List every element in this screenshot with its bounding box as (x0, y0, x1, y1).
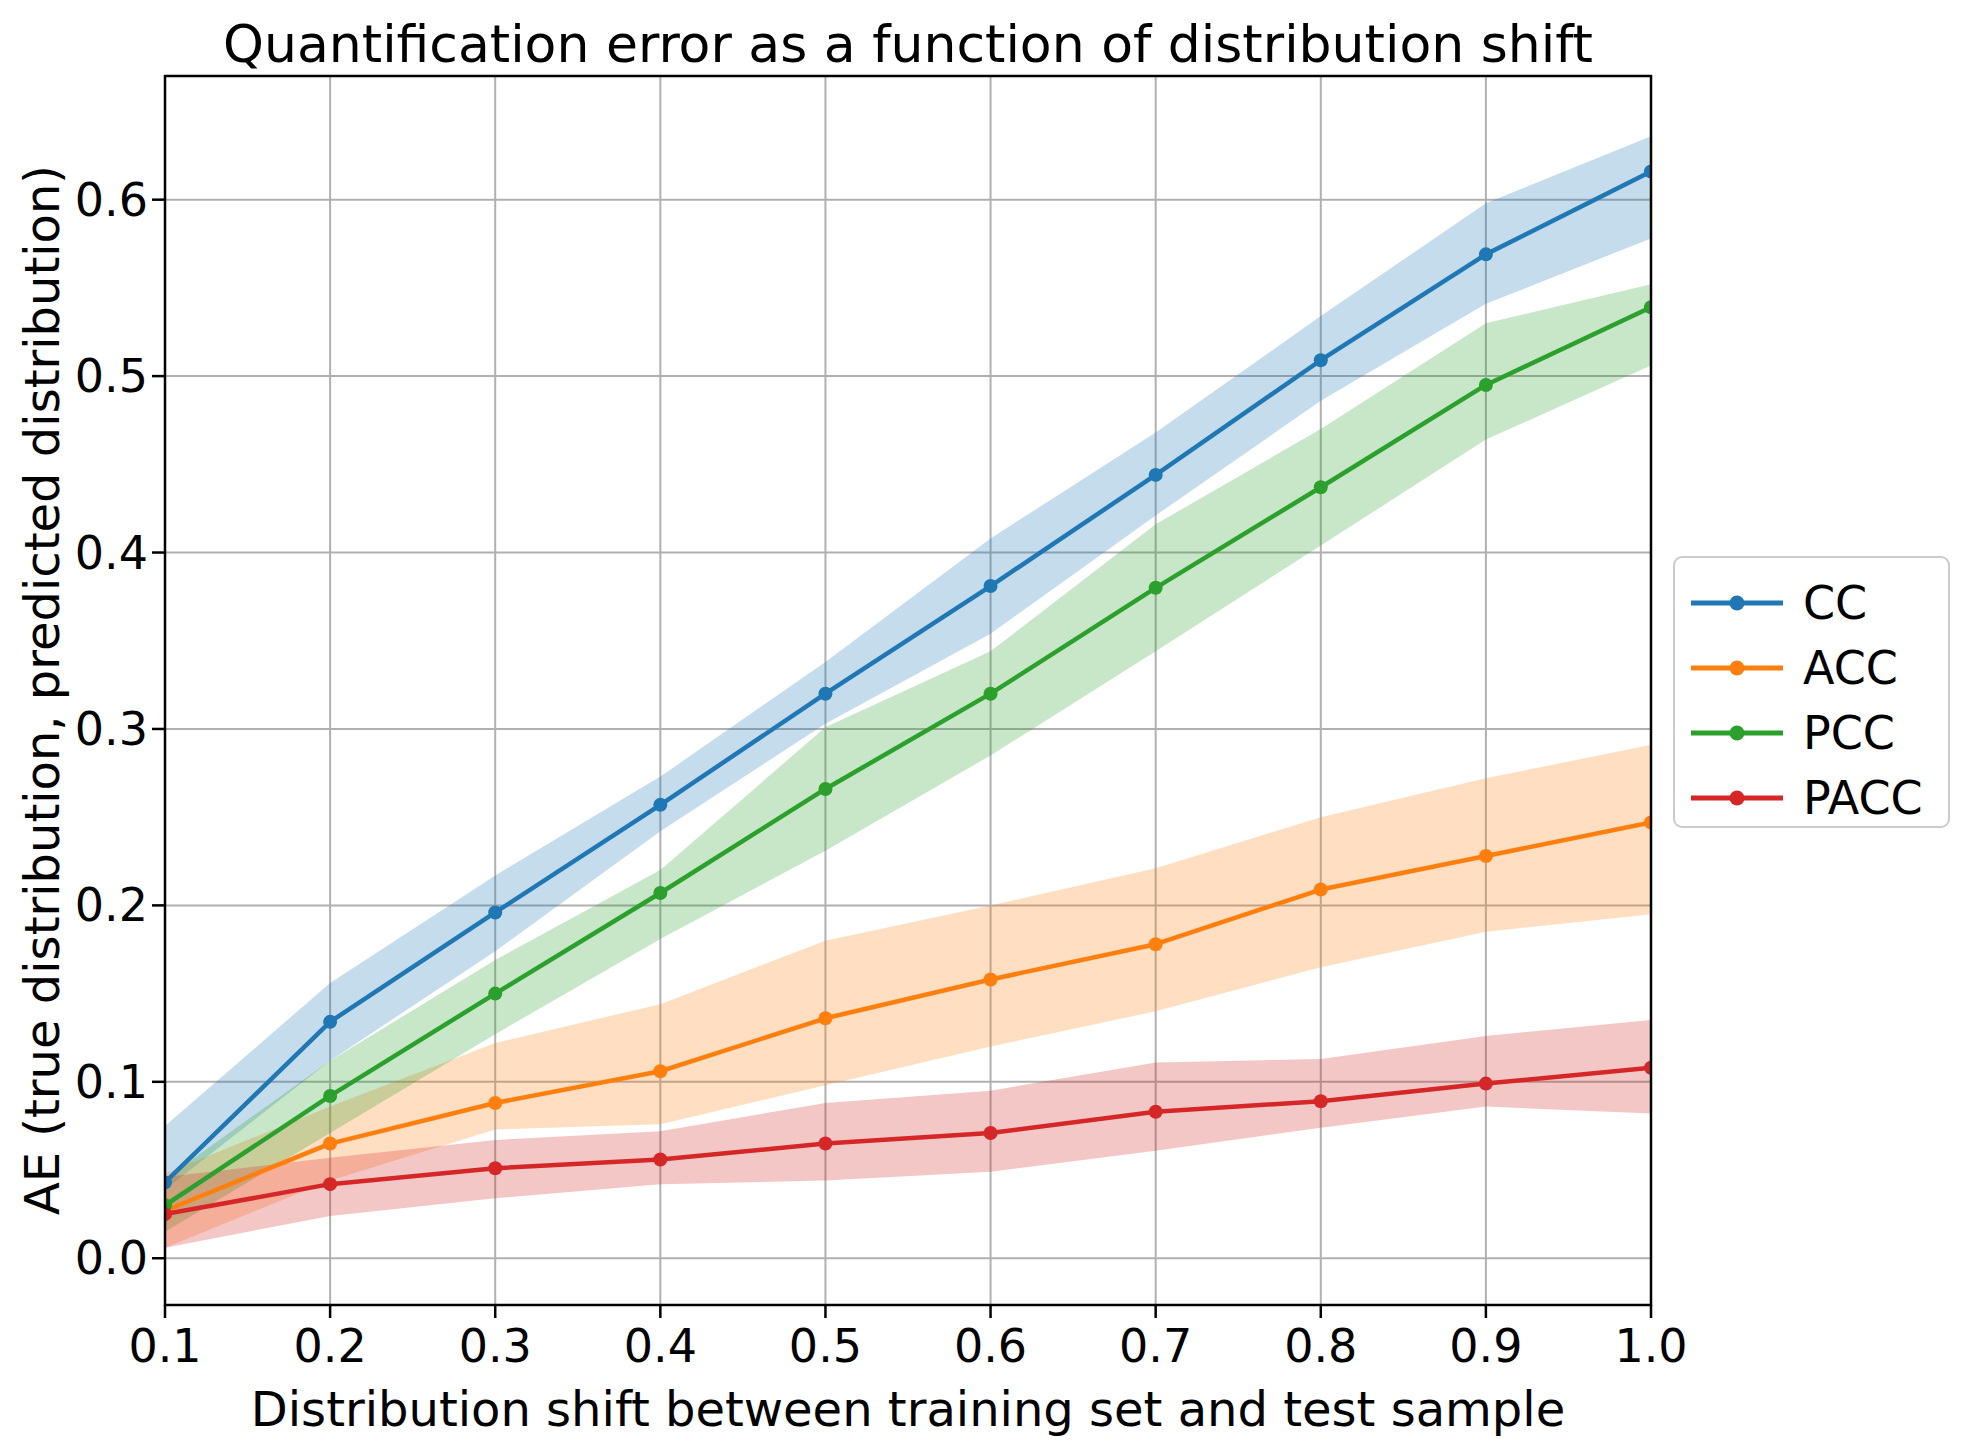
data-point-marker-CC (1314, 353, 1328, 367)
x-tick-label: 1.0 (1614, 1319, 1687, 1373)
x-tick-label: 0.2 (294, 1319, 367, 1373)
legend-marker-dot (1730, 660, 1745, 675)
data-point-marker-ACC (984, 972, 998, 986)
x-axis-label: Distribution shift between training set … (251, 1381, 1565, 1437)
legend-line-sample (1691, 593, 1783, 613)
data-point-marker-ACC (323, 1137, 337, 1151)
data-point-marker-PACC (818, 1137, 832, 1151)
data-point-marker-CC (818, 687, 832, 701)
data-point-marker-PACC (1314, 1094, 1328, 1108)
data-point-marker-ACC (653, 1064, 667, 1078)
data-point-marker-CC (323, 1015, 337, 1029)
x-tick-label: 0.4 (624, 1319, 697, 1373)
data-point-marker-PCC (1479, 378, 1493, 392)
data-point-marker-CC (488, 905, 502, 919)
figure: 0.1 0.2 0.3 0.4 0.5 0.6 0.7 0.8 0.9 1.0 0.0 0.1 0.2 0… (0, 0, 1969, 1446)
data-point-marker-PACC (488, 1161, 502, 1175)
x-tick-label: 0.5 (789, 1319, 862, 1373)
legend-marker-dot (1730, 790, 1745, 805)
legend-item-label: PCC (1803, 706, 1895, 760)
y-tick-label: 0.1 (75, 1055, 148, 1109)
x-tick-label: 0.6 (954, 1319, 1027, 1373)
y-tick-label: 0.2 (75, 878, 148, 932)
data-point-marker-CC (984, 579, 998, 593)
data-point-marker-ACC (1314, 883, 1328, 897)
legend-marker-dot (1730, 595, 1745, 610)
legend-item-label: ACC (1803, 641, 1898, 695)
x-tick-label: 0.9 (1449, 1319, 1522, 1373)
legend-line-sample (1691, 723, 1783, 743)
data-point-marker-CC (1479, 247, 1493, 261)
y-tick-label: 0.4 (75, 526, 148, 580)
y-tick-label: 0.0 (75, 1231, 148, 1285)
data-point-marker-PCC (323, 1089, 337, 1103)
data-point-marker-ACC (1149, 937, 1163, 951)
data-point-marker-CC (1149, 468, 1163, 482)
y-axis-label: AE (true distribution, predicted distrib… (14, 165, 70, 1215)
legend-item-CC: CC (1691, 570, 1948, 635)
legend-marker-dot (1730, 725, 1745, 740)
y-tick-label: 0.5 (75, 349, 148, 403)
data-point-marker-ACC (1479, 849, 1493, 863)
data-point-marker-CC (653, 798, 667, 812)
chart-title: Quantification error as a function of di… (223, 14, 1593, 74)
legend-line-sample (1691, 658, 1783, 678)
data-point-marker-PACC (1479, 1077, 1493, 1091)
legend-item-label: CC (1803, 576, 1867, 630)
x-tick-label: 0.1 (128, 1319, 201, 1373)
data-point-marker-PCC (1314, 480, 1328, 494)
data-point-marker-PCC (653, 886, 667, 900)
y-tick-label: 0.3 (75, 702, 148, 756)
y-tick-label: 0.6 (75, 173, 148, 227)
legend-item-label: PACC (1803, 771, 1923, 825)
x-tick-label: 0.3 (459, 1319, 532, 1373)
data-point-marker-PACC (323, 1177, 337, 1191)
data-point-marker-PCC (818, 782, 832, 796)
x-tick-label: 0.7 (1119, 1319, 1192, 1373)
legend-item-PACC: PACC (1691, 765, 1948, 830)
data-point-marker-PACC (1149, 1105, 1163, 1119)
data-point-marker-ACC (488, 1096, 502, 1110)
x-tick-label: 0.8 (1284, 1319, 1357, 1373)
legend-item-PCC: PCC (1691, 700, 1948, 765)
data-point-marker-PACC (984, 1126, 998, 1140)
data-point-marker-ACC (818, 1011, 832, 1025)
data-point-marker-PCC (488, 987, 502, 1001)
data-point-marker-PACC (653, 1152, 667, 1166)
legend-item-ACC: ACC (1691, 635, 1948, 700)
legend: CC ACC PCC PACC (1673, 556, 1950, 828)
data-point-marker-PCC (984, 687, 998, 701)
data-point-marker-PCC (1149, 581, 1163, 595)
legend-line-sample (1691, 788, 1783, 808)
